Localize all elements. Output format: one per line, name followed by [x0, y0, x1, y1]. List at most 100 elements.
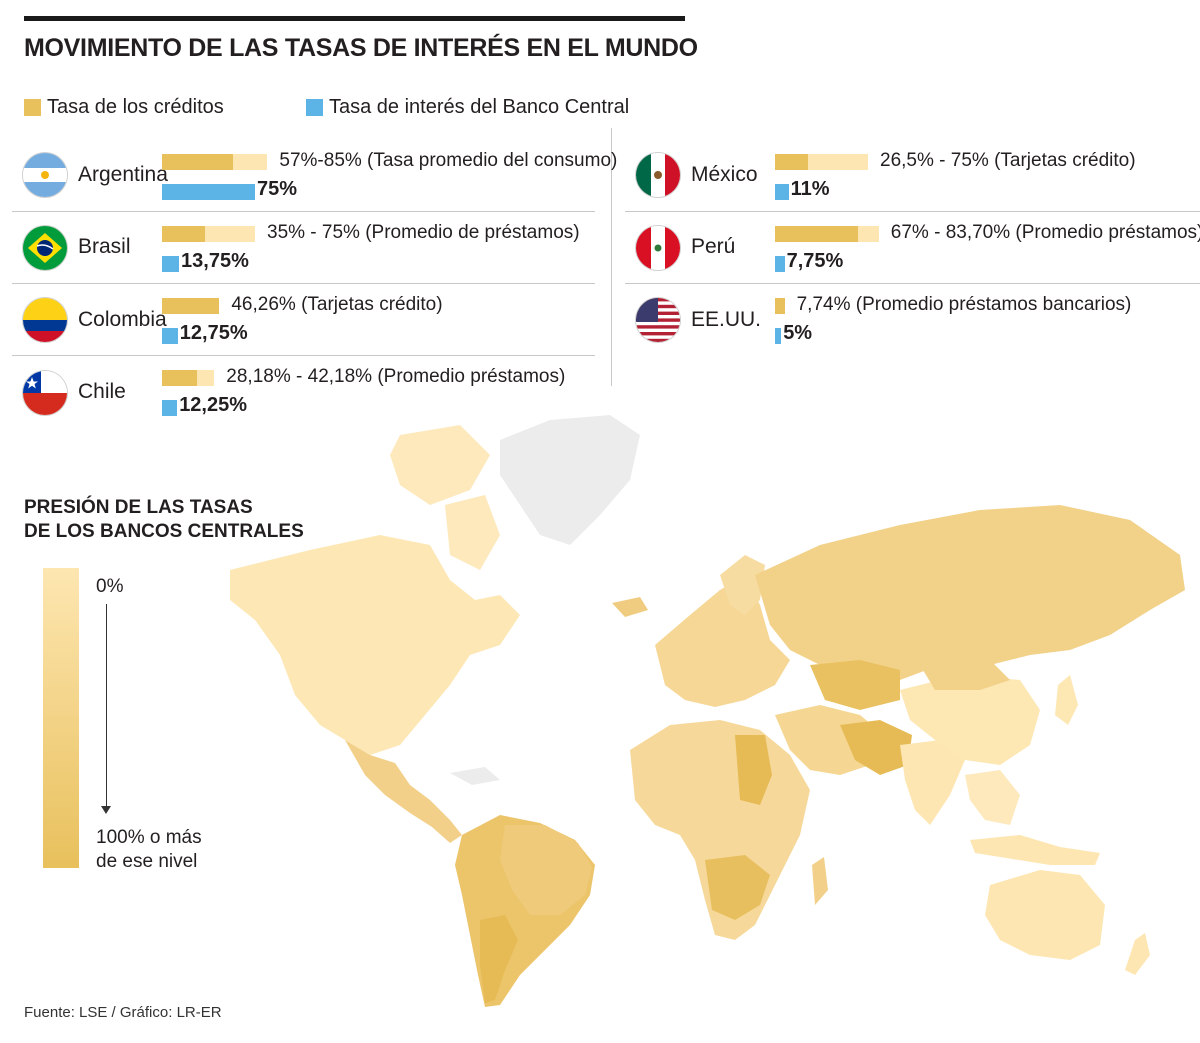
map-southeast-asia [965, 770, 1020, 825]
map-indonesia [970, 835, 1100, 865]
map-subtitle-line1: PRESIÓN DE LAS TASAS [24, 497, 253, 518]
central-label: 12,25% [179, 394, 248, 416]
credit-bar [775, 226, 879, 242]
map-uk [658, 640, 678, 673]
legend-credit: Tasa de los créditos [24, 96, 224, 119]
country-name: Brasil [78, 235, 131, 258]
row-separator [12, 283, 595, 284]
map-baffin [445, 495, 500, 570]
map-madagascar [812, 857, 828, 905]
map-brazil [500, 825, 592, 915]
country-row-chile: Chile 28,18% - 42,18% (Promedio préstamo… [12, 356, 595, 428]
top-rule [24, 16, 685, 21]
country-row-usa: EE.UU. 7,74% (Promedio préstamos bancari… [625, 284, 1200, 356]
country-row-colombia: Colombia 46,26% (Tarjetas crédito) 12,75… [12, 284, 595, 356]
map-mongolia [920, 660, 1010, 690]
map-subtitle-line2: DE LOS BANCOS CENTRALES [24, 521, 304, 542]
chile-flag-icon [23, 371, 67, 415]
credit-bar-low [162, 298, 220, 314]
map-subtitle: PRESIÓN DE LAS TASAS DE LOS BANCOS CENTR… [24, 496, 304, 544]
map-north-america [230, 535, 520, 755]
central-bar [162, 328, 178, 344]
map-iceland [612, 597, 648, 617]
scale-max-label: 100% o más de ese nivel [96, 826, 202, 874]
source-note: Fuente: LSE / Gráfico: LR-ER [24, 1004, 222, 1021]
map-russia [755, 505, 1185, 680]
credit-bar-low [162, 370, 197, 386]
mexico-flag-icon [636, 153, 680, 197]
map-caribbean [450, 767, 500, 785]
map-scandinavia [720, 555, 765, 615]
country-name: México [691, 163, 758, 186]
credit-bar [162, 154, 268, 170]
country-name: Perú [691, 235, 736, 258]
usa-flag-icon [636, 298, 680, 342]
row-separator [12, 211, 595, 212]
central-label: 7,75% [786, 250, 844, 272]
central-label: 13,75% [181, 250, 249, 272]
row-separator [625, 211, 1200, 212]
scale-arrow [106, 604, 107, 810]
color-scale-bar [43, 568, 79, 868]
scale-max-line2: de ese nivel [96, 851, 198, 872]
credit-label: 7,74% (Promedio préstamos bancarios) [796, 294, 1132, 315]
map-kazakhstan [810, 660, 900, 710]
scale-max-line1: 100% o más [96, 827, 202, 848]
credit-label: 35% - 75% (Promedio de préstamos) [267, 222, 580, 243]
credit-bar [162, 226, 255, 242]
brazil-flag-icon [23, 226, 67, 270]
central-label: 75% [257, 178, 298, 200]
map-argentina [480, 915, 518, 1003]
legend-credit-swatch [24, 99, 41, 116]
central-bar [162, 400, 178, 416]
country-row-argentina: Argentina 57%-85% (Tasa promedio del con… [12, 140, 617, 212]
country-name: EE.UU. [691, 308, 762, 331]
row-separator [12, 355, 595, 356]
country-row-peru: Perú 67% - 83,70% (Promedio préstamos) 7… [625, 212, 1200, 284]
country-name: Colombia [78, 308, 167, 331]
world-map [230, 415, 1185, 1007]
peru-flag-icon [636, 226, 680, 270]
map-iran-pakistan [840, 720, 912, 775]
map-new-zealand [1125, 933, 1150, 975]
central-label: 11% [790, 178, 830, 200]
country-row-brasil: Brasil 35% - 75% (Promedio de préstamos)… [12, 212, 595, 284]
legend-central-label: Tasa de interés del Banco Central [329, 96, 630, 118]
credit-bar [162, 370, 215, 386]
map-europe [655, 575, 790, 707]
credit-label: 67% - 83,70% (Promedio préstamos) [890, 222, 1200, 243]
credit-label: 46,26% (Tarjetas crédito) [231, 294, 443, 315]
credit-label: 57%-85% (Tasa promedio del consumo) [279, 150, 618, 171]
scale-arrowhead [101, 806, 111, 814]
credit-bar-low [775, 154, 808, 170]
central-bar [775, 184, 789, 200]
central-label: 5% [783, 322, 813, 344]
credit-bar-low [162, 154, 233, 170]
scale-min-label: 0% [96, 576, 124, 597]
credit-label: 26,5% - 75% (Tarjetas crédito) [880, 150, 1136, 171]
country-name: Chile [78, 380, 126, 403]
map-arctic-islands [390, 425, 490, 505]
map-india [900, 740, 965, 825]
argentina-flag-icon [23, 153, 67, 197]
column-divider [611, 128, 612, 386]
chart-title: MOVIMIENTO DE LAS TASAS DE INTERÉS EN EL… [24, 34, 698, 62]
central-bar [775, 328, 782, 344]
central-bar [162, 184, 255, 200]
country-row-mexico: México 26,5% - 75% (Tarjetas crédito) 11… [625, 140, 1200, 212]
credit-bar [162, 298, 220, 314]
credit-bar-low [775, 298, 785, 314]
map-china [900, 675, 1040, 765]
map-mexico [345, 740, 462, 843]
map-southern-africa [705, 855, 770, 920]
map-japan [1055, 675, 1078, 725]
legend-credit-label: Tasa de los créditos [47, 96, 224, 118]
credit-bar [775, 154, 868, 170]
credit-label: 28,18% - 42,18% (Promedio préstamos) [226, 366, 566, 387]
credit-bar [775, 298, 785, 314]
map-egypt [735, 735, 772, 805]
credit-bar-low [162, 226, 206, 242]
row-separator [625, 283, 1200, 284]
central-label: 12,75% [179, 322, 248, 344]
legend-central: Tasa de interés del Banco Central [306, 96, 629, 119]
